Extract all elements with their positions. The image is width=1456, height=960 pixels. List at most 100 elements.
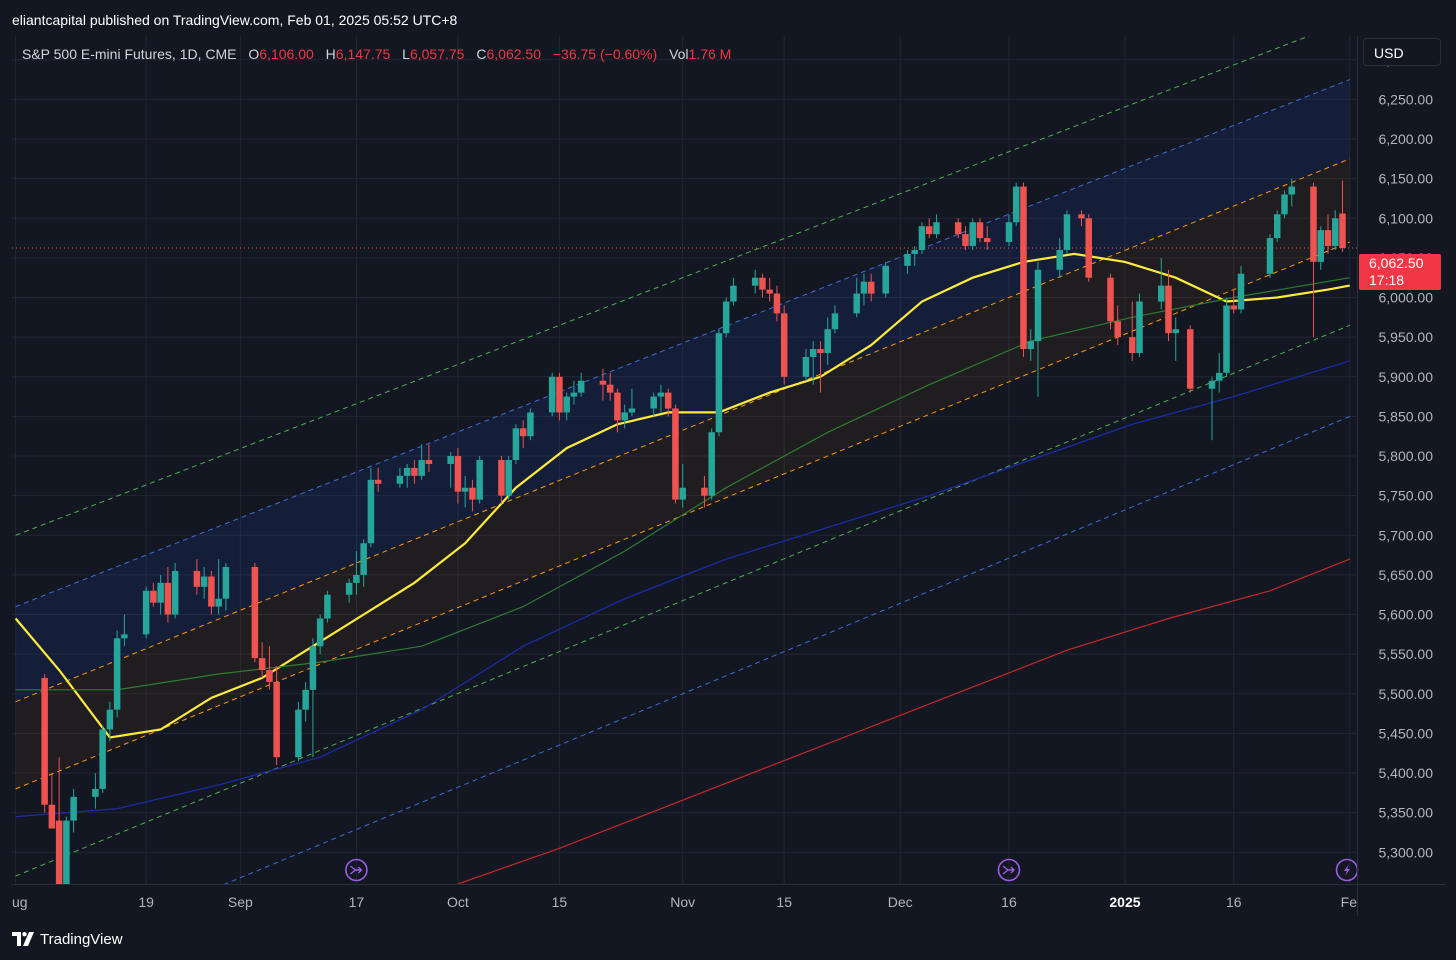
candle[interactable] [208,570,215,615]
candle[interactable] [1114,305,1121,346]
candle[interactable] [809,341,817,385]
candle[interactable] [121,614,128,647]
candle[interactable] [911,246,918,266]
candle[interactable] [614,388,621,433]
price-chart[interactable]: 6,300.006,250.006,200.006,150.006,100.00… [12,36,1445,916]
price-axis[interactable]: 6,300.006,250.006,200.006,150.006,100.00… [1379,52,1434,861]
candle[interactable] [425,444,433,472]
candle[interactable] [679,463,686,508]
candle[interactable] [360,539,367,587]
candle[interactable] [657,384,665,413]
candle[interactable] [505,456,512,500]
candle[interactable] [1310,182,1317,338]
candle[interactable] [1288,178,1295,207]
candle[interactable] [527,408,534,441]
tradingview-logo[interactable]: TradingView [12,930,123,948]
candle[interactable] [251,563,259,663]
candle[interactable] [773,285,781,322]
candle[interactable] [295,701,302,762]
candle[interactable] [1034,261,1042,397]
candle[interactable] [925,218,933,239]
candle[interactable] [367,467,375,548]
candle[interactable] [106,701,114,742]
candle[interactable] [954,218,962,239]
candle[interactable] [1020,182,1027,357]
candle[interactable] [41,673,48,813]
candle[interactable] [1136,293,1143,357]
candle[interactable] [1324,214,1332,254]
candle[interactable] [650,392,657,417]
candle[interactable] [215,559,222,615]
candle[interactable] [751,269,759,294]
candle[interactable] [1281,190,1288,219]
candle[interactable] [476,456,483,504]
candle[interactable] [1172,317,1179,361]
candle[interactable] [1331,210,1339,250]
candle[interactable] [519,420,527,449]
candle[interactable] [715,329,723,437]
candle[interactable] [664,388,672,417]
candle[interactable] [1078,210,1085,227]
candle[interactable] [266,646,273,690]
candle[interactable] [1237,265,1245,314]
lightning-icon[interactable] [1335,858,1359,882]
candle[interactable] [983,226,991,250]
split-arrow-icon[interactable] [997,858,1021,882]
candle[interactable] [882,261,889,298]
candle[interactable] [222,563,230,611]
candle[interactable] [628,388,636,417]
candle[interactable] [1215,353,1223,393]
candle[interactable] [824,317,831,365]
candle[interactable] [548,372,556,417]
candle[interactable] [55,757,63,900]
candle[interactable] [1063,210,1071,254]
candle[interactable] [63,816,70,912]
candle[interactable] [556,372,563,421]
candle[interactable] [353,551,360,595]
candle[interactable] [606,372,614,401]
candle[interactable] [867,273,875,302]
candle[interactable] [48,773,56,829]
candle[interactable] [374,467,382,492]
candle[interactable] [708,428,715,500]
candle[interactable] [1012,182,1020,227]
candle[interactable] [1107,273,1114,330]
candle[interactable] [577,372,585,397]
candle[interactable] [759,273,766,298]
chart-frame[interactable]: 6,300.006,250.006,200.006,150.006,100.00… [12,36,1445,916]
candle[interactable] [1186,325,1194,393]
candle[interactable] [454,448,462,504]
candle[interactable] [142,586,150,639]
candle[interactable] [969,218,976,250]
candle[interactable] [70,788,77,833]
candle[interactable] [316,614,324,655]
candle[interactable] [976,218,984,243]
candle[interactable] [933,214,940,239]
candle[interactable] [621,404,628,429]
candle[interactable] [461,475,469,508]
candle[interactable] [672,404,679,504]
candle[interactable] [150,582,157,607]
candle[interactable] [403,463,411,488]
candle[interactable] [563,392,570,421]
candle[interactable] [418,444,425,480]
candle[interactable] [701,475,708,508]
candle[interactable] [831,305,839,334]
symbol-label[interactable]: S&P 500 E-mini Futures, 1D, CME [22,46,237,62]
candle[interactable] [766,277,773,302]
candle[interactable] [1266,234,1274,278]
candle[interactable] [99,725,106,793]
candle[interactable] [469,479,476,512]
candle[interactable] [962,226,969,250]
candle[interactable] [860,273,868,306]
candle[interactable] [1005,214,1013,247]
candle[interactable] [302,681,309,722]
time-axis[interactable]: ug 19 Sep 17 Oct 15 Nov 15 Dec 16 2025 16 Fe [12,894,1357,910]
candle[interactable] [722,297,730,338]
candle[interactable] [1230,289,1237,314]
candle[interactable] [171,563,179,619]
candle[interactable] [498,456,505,504]
candle[interactable] [396,467,404,488]
currency-button[interactable]: USD [1363,38,1441,66]
candle[interactable] [1339,180,1346,252]
